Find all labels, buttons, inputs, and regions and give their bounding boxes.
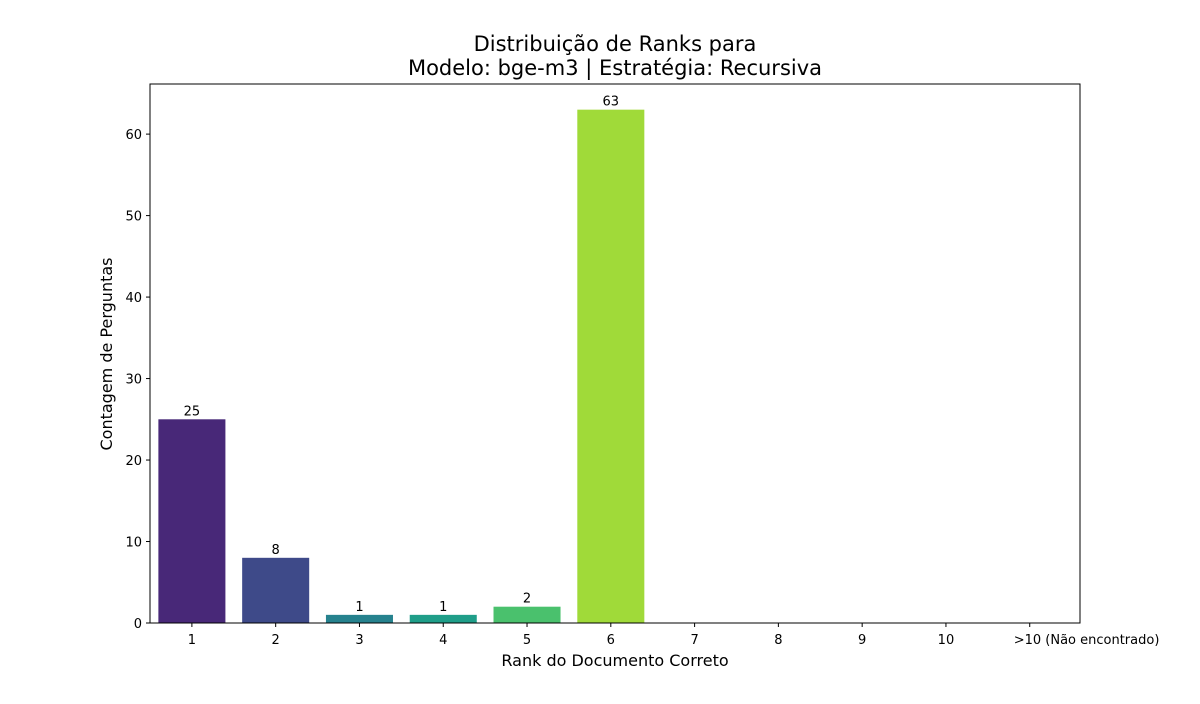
x-tick-label-2: 2	[272, 633, 280, 648]
x-tick-label-11: >10 (Não encontrado)	[1014, 633, 1160, 648]
chart-title: Distribuição de Ranks para	[474, 32, 757, 56]
y-tick-label-30: 30	[125, 373, 142, 388]
x-axis-label: Rank do Documento Correto	[501, 651, 728, 670]
data-label-6: 63	[603, 95, 620, 110]
y-tick-label-40: 40	[125, 291, 142, 306]
y-tick-label-60: 60	[125, 128, 142, 143]
bar-3	[325, 614, 393, 623]
y-tick-label-10: 10	[125, 536, 142, 551]
x-tick-label-6: 6	[607, 633, 615, 648]
y-tick-label-0: 0	[134, 617, 142, 632]
x-tick-label-5: 5	[523, 633, 531, 648]
bar-6	[577, 109, 645, 624]
x-tick-label-7: 7	[690, 633, 698, 648]
data-label-4: 1	[439, 600, 447, 615]
x-tick-label-10: 10	[938, 633, 955, 648]
bar-1	[158, 419, 226, 623]
data-label-3: 1	[355, 600, 363, 615]
x-tick-label-1: 1	[188, 633, 196, 648]
data-label-2: 8	[272, 543, 280, 558]
plot-frame	[149, 83, 1081, 624]
bar-2	[242, 557, 310, 623]
x-tick-label-8: 8	[774, 633, 782, 648]
chart-subtitle: Modelo: bge-m3 | Estratégia: Recursiva	[408, 56, 822, 81]
data-label-5: 2	[523, 592, 531, 607]
y-tick-label-50: 50	[125, 210, 142, 225]
y-tick-label-20: 20	[125, 454, 142, 469]
data-label-1: 25	[184, 404, 201, 419]
y-axis-label: Contagem de Perguntas	[97, 257, 116, 450]
x-tick-label-3: 3	[355, 633, 363, 648]
bar-5	[493, 606, 561, 623]
bar-4	[409, 614, 477, 623]
x-tick-label-4: 4	[439, 633, 447, 648]
x-tick-label-9: 9	[858, 633, 866, 648]
